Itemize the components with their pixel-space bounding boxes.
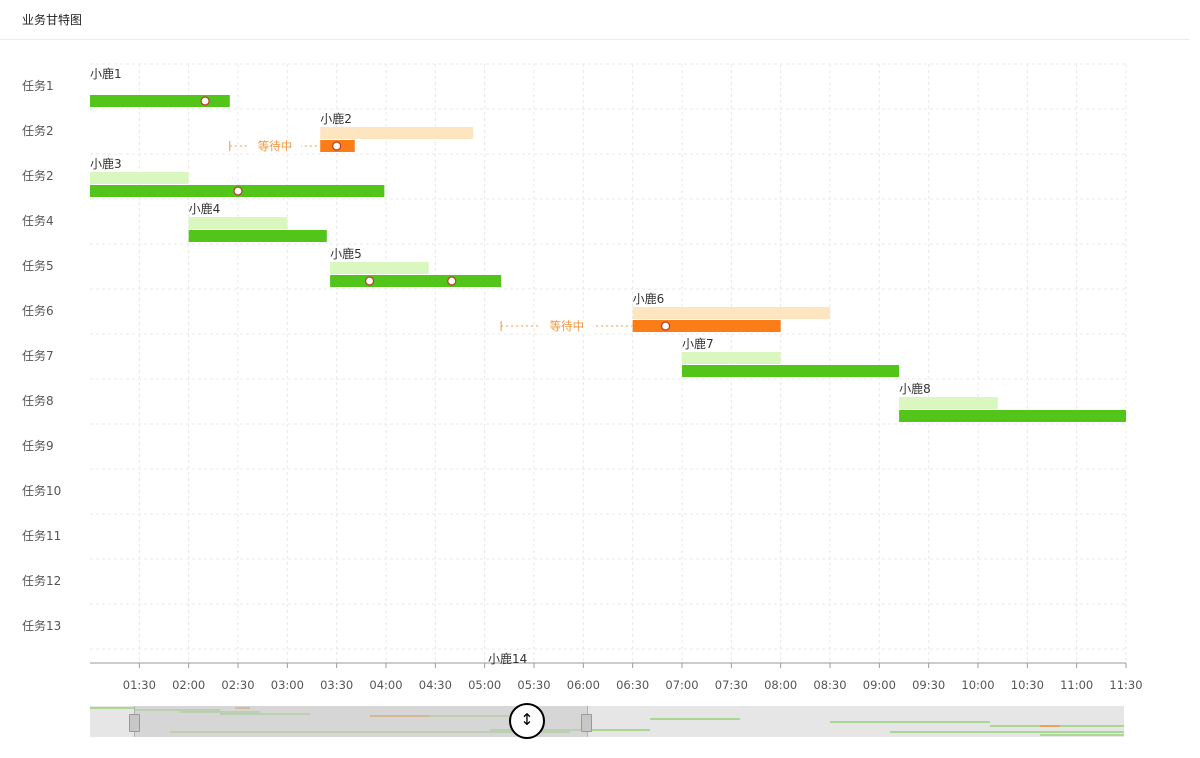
task-name-label: 小鹿5 xyxy=(330,246,362,261)
task-name-label: 小鹿7 xyxy=(682,336,714,351)
milestone-marker xyxy=(660,321,671,331)
datazoom-handle-left[interactable] xyxy=(129,714,140,732)
x-tick-label: 08:00 xyxy=(764,678,797,692)
y-category-label: 任务7 xyxy=(22,348,54,363)
x-tick-label: 11:00 xyxy=(1060,678,1093,692)
waiting-label-bg xyxy=(540,318,593,334)
actual-bar xyxy=(330,275,502,287)
task-name-label: 小鹿2 xyxy=(320,111,352,126)
actual-bar xyxy=(682,365,900,377)
planned-bar xyxy=(90,172,189,184)
x-tick-label: 07:30 xyxy=(715,678,748,692)
datazoom-handle-right[interactable] xyxy=(581,714,592,732)
planned-bar xyxy=(188,217,288,229)
planned-bar xyxy=(682,352,781,364)
y-category-label: 任务5 xyxy=(22,258,54,273)
waiting-label: 等待中 xyxy=(550,319,585,333)
chart-title: 业务甘特图 xyxy=(22,13,83,27)
actual-bar xyxy=(188,230,327,242)
milestone-marker xyxy=(200,96,210,106)
actual-bar xyxy=(899,410,1126,422)
y-category-label: 任务6 xyxy=(22,303,54,318)
task-name-label: 小鹿8 xyxy=(899,381,931,396)
waiting-label: 等待中 xyxy=(258,139,293,153)
task-name-label: 小鹿6 xyxy=(633,291,665,306)
y-category-label: 任务4 xyxy=(22,213,54,228)
x-tick-label: 03:00 xyxy=(271,678,304,692)
task-name-label: 小鹿3 xyxy=(90,156,122,171)
y-category-label: 任务12 xyxy=(22,573,61,588)
x-tick-label: 05:30 xyxy=(517,678,550,692)
x-tick-label: 08:30 xyxy=(813,678,846,692)
x-tick-label: 09:00 xyxy=(863,678,896,692)
x-tick-label: 01:30 xyxy=(123,678,156,692)
chart-header: 业务甘特图 xyxy=(0,0,1190,40)
planned-bar xyxy=(632,307,830,319)
milestone-marker xyxy=(364,276,375,286)
planned-bar xyxy=(899,397,998,409)
x-tick-label: 03:30 xyxy=(320,678,353,692)
x-tick-label: 02:00 xyxy=(172,678,205,692)
milestone-marker xyxy=(332,141,342,151)
task-name-label: 小鹿4 xyxy=(189,201,221,216)
x-tick-label: 09:30 xyxy=(912,678,945,692)
y-category-label: 任务9 xyxy=(22,438,54,453)
x-tick-label: 11:30 xyxy=(1109,678,1142,692)
x-tick-label: 10:00 xyxy=(961,678,994,692)
task-name-label: 小鹿14 xyxy=(488,651,527,666)
x-tick-label: 02:30 xyxy=(221,678,254,692)
waiting-label-bg xyxy=(249,138,301,154)
resize-vertical-cursor-icon: ↕ xyxy=(509,703,545,739)
y-category-label: 任务11 xyxy=(22,528,61,543)
task-name-label: 小鹿1 xyxy=(90,66,122,81)
x-tick-label: 07:00 xyxy=(665,678,698,692)
y-category-label: 任务2 xyxy=(22,123,54,138)
x-tick-label: 05:00 xyxy=(468,678,501,692)
x-tick-label: 10:30 xyxy=(1011,678,1044,692)
milestone-marker xyxy=(447,276,457,286)
actual-bar xyxy=(632,320,781,332)
milestone-marker xyxy=(233,186,243,196)
y-category-label: 任务1 xyxy=(22,78,54,93)
y-category-label: 任务10 xyxy=(22,483,61,498)
x-tick-label: 06:30 xyxy=(616,678,649,692)
planned-bar xyxy=(330,262,429,274)
planned-bar xyxy=(320,127,474,139)
x-tick-label: 06:00 xyxy=(567,678,600,692)
x-tick-label: 04:30 xyxy=(419,678,452,692)
x-tick-label: 04:00 xyxy=(369,678,402,692)
actual-bar xyxy=(90,95,230,107)
gantt-chart: 01:30 02:00 02:30 03:00 03:30 04:00 04:30 05:00… xyxy=(22,63,1143,692)
y-category-label: 任务13 xyxy=(22,618,61,633)
y-category-label: 任务8 xyxy=(22,393,54,408)
y-category-label: 任务2 xyxy=(22,168,54,183)
